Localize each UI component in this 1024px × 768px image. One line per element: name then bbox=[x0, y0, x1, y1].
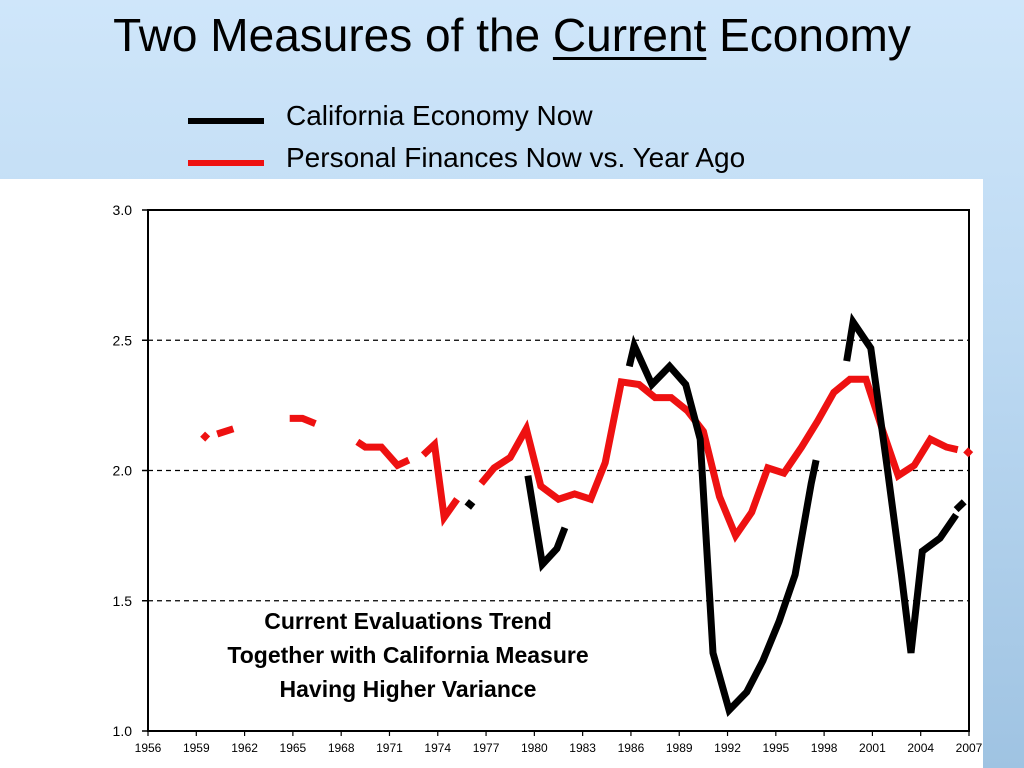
personal-finances-series-line bbox=[420, 437, 460, 527]
x-tick-label: 1974 bbox=[424, 741, 451, 755]
title-suffix: Economy bbox=[706, 9, 911, 61]
personal-finances-series-line bbox=[200, 431, 211, 442]
x-tick-label: 1992 bbox=[714, 741, 741, 755]
x-tick-label: 1998 bbox=[811, 741, 838, 755]
x-tick-label: 1968 bbox=[328, 741, 355, 755]
title-prefix: Two Measures of the bbox=[113, 9, 553, 61]
x-tick-label: 1989 bbox=[666, 741, 693, 755]
legend-label-personal: Personal Finances Now vs. Year Ago bbox=[286, 142, 746, 173]
x-tick-label: 1971 bbox=[376, 741, 403, 755]
x-tick-label: 1962 bbox=[231, 741, 258, 755]
california-economy-series-line bbox=[953, 499, 967, 513]
y-tick-label: 3.0 bbox=[113, 202, 133, 218]
x-tick-label: 2007 bbox=[956, 741, 983, 755]
personal-finances-series-line bbox=[216, 425, 235, 438]
annotation-line-1: Current Evaluations Trend bbox=[264, 608, 552, 634]
x-tick-label: 1977 bbox=[473, 741, 500, 755]
california-economy-series-line bbox=[625, 334, 820, 718]
title-emphasis: Current bbox=[552, 9, 707, 61]
y-tick-label: 1.5 bbox=[113, 593, 133, 609]
y-tick-label: 2.0 bbox=[113, 463, 133, 479]
annotation-line-2: Together with California Measure bbox=[227, 642, 589, 668]
legend-swatch-personal bbox=[188, 160, 264, 166]
personal-finances-series-line bbox=[355, 438, 411, 470]
california-economy-series-line bbox=[464, 499, 476, 510]
california-economy-series-line bbox=[843, 312, 959, 654]
legend-swatch-california bbox=[188, 118, 264, 124]
x-tick-label: 1995 bbox=[762, 741, 789, 755]
x-tick-label: 1956 bbox=[135, 741, 162, 755]
x-tick-label: 1983 bbox=[569, 741, 596, 755]
x-tick-label: 1965 bbox=[280, 741, 307, 755]
x-tick-label: 2001 bbox=[859, 741, 886, 755]
x-tick-label: 2004 bbox=[907, 741, 934, 755]
california-economy-series-line bbox=[524, 475, 569, 572]
x-tick-label: 1959 bbox=[183, 741, 210, 755]
y-tick-label: 1.0 bbox=[113, 723, 133, 739]
x-tick-label: 1980 bbox=[521, 741, 548, 755]
annotation-line-3: Having Higher Variance bbox=[279, 676, 537, 702]
legend-label-california: California Economy Now bbox=[286, 100, 593, 131]
personal-finances-series-line bbox=[963, 447, 974, 458]
plot-frame bbox=[147, 209, 970, 732]
x-tick-label: 1986 bbox=[618, 741, 645, 755]
chart-annotation: Current Evaluations Trend Together with … bbox=[175, 604, 641, 706]
y-tick-label: 2.5 bbox=[113, 332, 133, 348]
personal-finances-series-line bbox=[289, 414, 317, 427]
slide-title: Two Measures of the Current Economy bbox=[0, 8, 1024, 62]
